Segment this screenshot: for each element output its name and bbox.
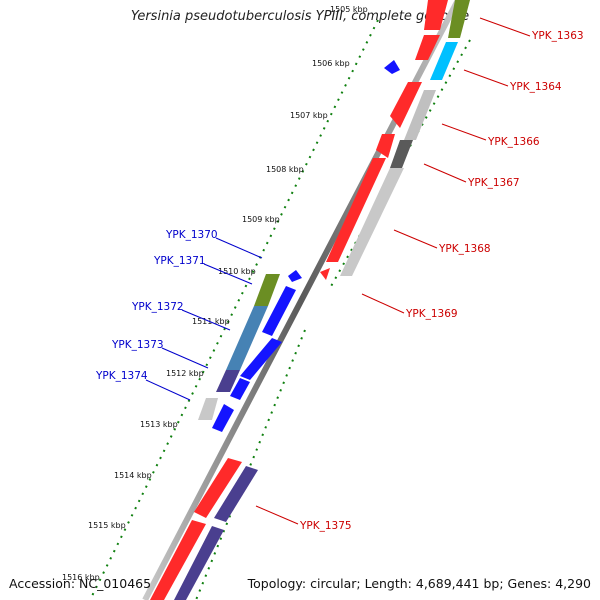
gene-blue-small-2 xyxy=(288,270,302,282)
tick-label: 1507 kbp xyxy=(290,111,328,120)
gene-ypk-1370 xyxy=(254,274,280,306)
tick-label: 1509 kbp xyxy=(242,215,280,224)
gene-ypk-1368 xyxy=(326,158,386,262)
gene-label-ypk-1363[interactable]: YPK_1363 xyxy=(531,30,584,42)
gene-label-ypk-1370[interactable]: YPK_1370 xyxy=(165,229,218,241)
gene-ypk-1374 xyxy=(198,398,218,420)
gene-label-ypk-1372[interactable]: YPK_1372 xyxy=(131,301,184,313)
gene-ypk-1366-b xyxy=(404,90,436,140)
gene-ypk-1367-b xyxy=(390,140,413,168)
gene-ypk-1374-b xyxy=(212,404,234,432)
gene-ypk-1373-b xyxy=(230,378,250,400)
gene-ypk-1375 xyxy=(194,458,242,518)
gene-label-ypk-1368[interactable]: YPK_1368 xyxy=(438,243,491,255)
tick-label: 1506 kbp xyxy=(312,59,350,68)
gene-label-ypk-1366[interactable]: YPK_1366 xyxy=(487,136,540,148)
gene-ypk-1372-b xyxy=(240,338,282,380)
gene-ypk-1373 xyxy=(216,370,240,392)
tick-label: 1510 kbp xyxy=(218,267,256,276)
genome-info-text: Topology: circular; Length: 4,689,441 bp… xyxy=(247,576,591,591)
gene-ypk-1375-b xyxy=(214,466,258,522)
tick-label: 1514 kbp xyxy=(114,471,152,480)
gene-ypk-1367 xyxy=(376,134,395,158)
gene-label-ypk-1375[interactable]: YPK_1375 xyxy=(299,520,352,532)
tick-label: 1515 kbp xyxy=(88,521,126,530)
inner-tick-ring-lower xyxy=(195,329,306,600)
tick-label: 1512 kbp xyxy=(166,369,204,378)
gene-lower-purple xyxy=(174,526,224,600)
gene-label-ypk-1373[interactable]: YPK_1373 xyxy=(111,339,164,351)
gene-label-ypk-1364[interactable]: YPK_1364 xyxy=(509,81,562,93)
gene-ypk-1363-b xyxy=(448,0,470,38)
tick-label: 1505 kbp xyxy=(330,5,368,14)
map-title: Yersinia pseudotuberculosis YPIII, compl… xyxy=(130,9,470,24)
gene-ypk-1364-b xyxy=(430,42,458,80)
gene-ypk-1366 xyxy=(390,82,422,128)
gene-label-ypk-1374[interactable]: YPK_1374 xyxy=(95,370,148,382)
tick-label: 1516 kbp xyxy=(62,573,100,582)
tick-label: 1508 kbp xyxy=(266,165,304,174)
gene-ypk-1372 xyxy=(226,306,268,370)
gene-ypk-1369 xyxy=(320,268,330,280)
gene-ypk-1364 xyxy=(415,35,440,60)
gene-ypk-1370-b xyxy=(262,286,296,336)
gene-label-ypk-1369[interactable]: YPK_1369 xyxy=(405,308,458,320)
accession-text: Accession: NC_010465 xyxy=(9,576,152,591)
gene-blue-small-1 xyxy=(384,60,400,74)
gene-lower-red xyxy=(150,520,206,600)
gene-ypk-1363 xyxy=(424,0,448,30)
gene-label-ypk-1371[interactable]: YPK_1371 xyxy=(153,255,206,267)
gene-ypk-1368-b xyxy=(340,168,404,276)
gene-label-ypk-1367[interactable]: YPK_1367 xyxy=(467,177,520,189)
tick-label: 1513 kbp xyxy=(140,420,178,429)
